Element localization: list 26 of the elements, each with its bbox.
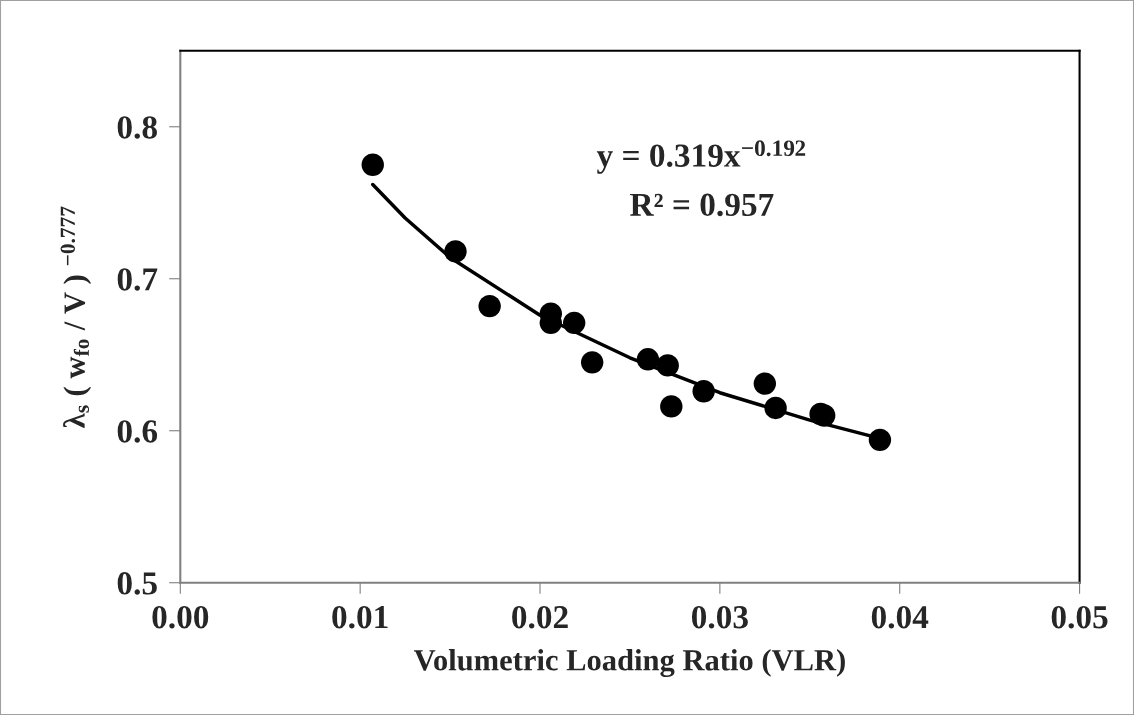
x-tick-label: 0.05 [1051, 605, 1108, 629]
x-tick-label: 0.01 [332, 605, 388, 629]
y-tick-label: 0.5 [117, 572, 157, 595]
point [478, 294, 501, 318]
x-tick-label: 0.03 [691, 605, 748, 629]
point [660, 395, 683, 418]
point [636, 348, 660, 371]
annotation: R² = 0.957 [630, 193, 774, 217]
y-axis-title: λ$_{s}$ ( w$_{fo}$ / V ) $^{−0.777}$ [60, 206, 92, 429]
point [656, 354, 679, 377]
x-tick-label: 0.00 [152, 605, 209, 629]
y-tick-label: 0.6 [117, 420, 158, 443]
x-tick-label: 0.02 [512, 605, 568, 629]
x-axis-title: Volumetric Loading Ratio (VLR) [413, 649, 845, 678]
point [361, 153, 384, 176]
x-tick-label: 0.04 [871, 605, 929, 629]
annotation: y = 0.319x$^{−0.192}$ [596, 140, 806, 174]
point [692, 380, 715, 403]
point [753, 372, 777, 395]
y-tick-label: 0.8 [117, 116, 157, 139]
y-tick-label: 0.7 [117, 268, 158, 291]
point [444, 240, 467, 263]
point [562, 311, 586, 335]
point [868, 428, 892, 452]
point [764, 396, 787, 420]
point [580, 351, 604, 374]
